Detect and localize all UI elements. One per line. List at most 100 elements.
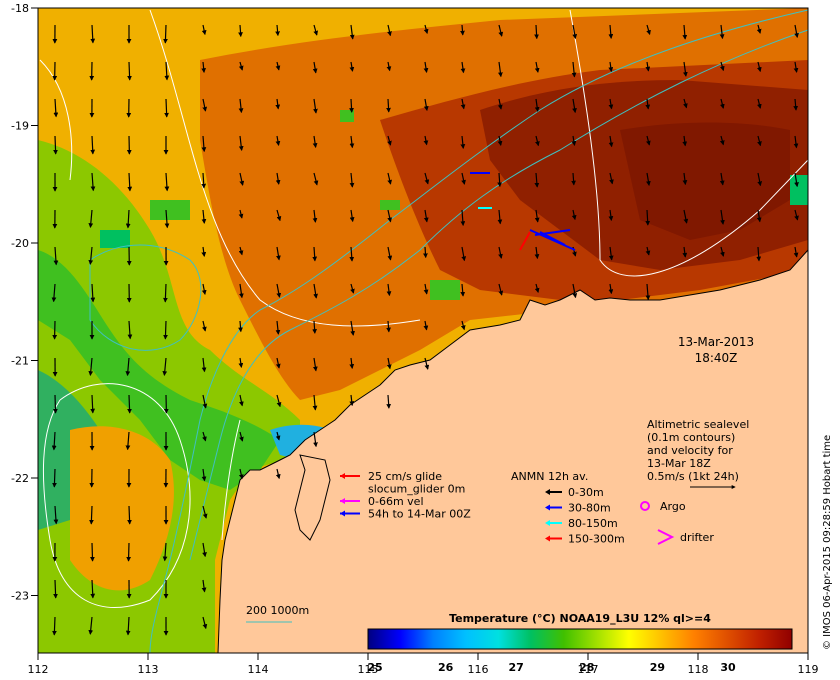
velocity-arrow xyxy=(90,394,96,414)
velocity-arrow xyxy=(201,579,207,593)
colorbar-tick-label: 29 xyxy=(650,661,665,674)
velocity-arrow xyxy=(313,172,319,186)
x-tick-label: 116 xyxy=(468,663,489,676)
velocity-arrow xyxy=(608,283,614,295)
velocity-arrow xyxy=(238,61,244,71)
velocity-arrow xyxy=(534,172,540,188)
velocity-arrow xyxy=(645,61,651,72)
x-tick-label: 113 xyxy=(138,663,159,676)
velocity-arrow xyxy=(202,616,208,630)
velocity-arrow xyxy=(125,209,131,229)
velocity-arrow xyxy=(497,172,503,188)
velocity-arrow xyxy=(312,394,318,411)
velocity-arrow xyxy=(387,172,392,185)
velocity-arrow xyxy=(757,172,763,187)
velocity-arrow xyxy=(756,246,762,262)
velocity-arrow xyxy=(534,24,539,40)
velocity-arrow xyxy=(90,542,95,562)
x-tick-label: 118 xyxy=(688,663,709,676)
argo-label: Argo xyxy=(660,500,686,513)
x-tick-label: 119 xyxy=(798,663,819,676)
glider-legend-line: 54h to 14-Mar 00Z xyxy=(368,508,471,521)
velocity-arrow xyxy=(275,357,281,369)
velocity-arrow xyxy=(312,357,318,372)
altimetry-line-4: 13-Mar 18Z xyxy=(647,457,711,470)
velocity-arrows xyxy=(51,24,799,636)
velocity-arrow xyxy=(645,135,651,146)
velocity-arrow xyxy=(201,357,207,373)
velocity-arrow xyxy=(238,246,244,256)
velocity-arrow xyxy=(312,246,318,262)
velocity-arrow xyxy=(52,616,57,636)
velocity-arrow xyxy=(275,98,281,110)
velocity-arrow xyxy=(793,246,799,258)
velocity-arrow xyxy=(276,394,282,408)
velocity-arrow xyxy=(88,357,94,376)
velocity-arrow xyxy=(162,542,168,562)
colorbar-tick-label: 26 xyxy=(438,661,454,674)
velocity-arrow xyxy=(202,98,208,112)
map-frame xyxy=(37,7,809,654)
velocity-arrow xyxy=(720,246,725,257)
velocity-arrow xyxy=(571,135,577,146)
velocity-arrow xyxy=(498,283,504,296)
colorbar-ticks: 25 26 27 28 29 30 xyxy=(367,661,736,674)
anmn-legend-arrowhead xyxy=(545,535,550,542)
velocity-arrow xyxy=(53,98,59,118)
altimetry-legend: Altimetric sealevel (0.1m contours) and … xyxy=(647,418,749,489)
y-tick-label: -19 xyxy=(11,120,29,133)
velocity-arrow xyxy=(201,246,207,257)
velocity-arrow xyxy=(386,98,391,113)
velocity-arrow xyxy=(275,320,281,335)
velocity-arrow xyxy=(275,172,281,185)
velocity-arrow xyxy=(646,24,651,36)
velocity-arrow xyxy=(313,283,318,299)
velocity-arrow xyxy=(424,172,430,185)
velocity-arrow xyxy=(313,98,318,114)
velocity-arrow xyxy=(202,505,208,519)
contour-legend-label: 200 1000m xyxy=(246,604,309,617)
velocity-arrow xyxy=(276,209,282,222)
velocity-arrow xyxy=(239,283,244,299)
velocity-arrow xyxy=(239,394,244,407)
anmn-legend: ANMN 12h av. 0-30m 30-80m 80-150m 150-300m xyxy=(511,470,625,546)
velocity-arrow xyxy=(571,172,576,186)
velocity-arrow xyxy=(793,135,799,149)
velocity-arrow xyxy=(202,320,207,332)
velocity-arrow xyxy=(53,579,58,599)
velocity-arrow xyxy=(276,283,282,298)
velocity-arrow xyxy=(682,135,688,147)
argo-marker-icon xyxy=(640,501,650,511)
velocity-arrow xyxy=(313,24,319,36)
velocity-arrow xyxy=(52,468,57,488)
velocity-arrow xyxy=(349,172,355,188)
velocity-arrow xyxy=(423,24,429,35)
colorbar: Temperature (°C) NOAA19_L3U 12% ql>=4 25… xyxy=(367,612,793,674)
velocity-arrow xyxy=(312,61,318,74)
velocity-arrow xyxy=(90,283,96,303)
velocity-arrow xyxy=(423,61,429,73)
velocity-arrow xyxy=(350,283,355,294)
velocity-arrow xyxy=(312,209,318,223)
altimetry-line-1: Altimetric sealevel xyxy=(647,418,749,431)
velocity-arrow xyxy=(423,209,429,223)
velocity-arrow xyxy=(460,24,465,36)
velocity-arrow xyxy=(127,320,133,340)
anmn-legend-label: 30-80m xyxy=(568,502,611,515)
velocity-arrow xyxy=(202,431,207,442)
velocity-arrow xyxy=(608,24,614,39)
anmn-title: ANMN 12h av. xyxy=(511,470,588,483)
credit-text: © IMOS 06-Apr-2015 09:28:59 Hobart time xyxy=(822,435,833,650)
velocity-arrow xyxy=(645,209,651,226)
velocity-arrow xyxy=(498,61,503,78)
velocity-arrow xyxy=(497,135,503,146)
velocity-arrow xyxy=(757,135,762,147)
anmn-legend-label: 0-30m xyxy=(568,486,604,499)
velocity-arrow xyxy=(201,172,207,189)
anmn-legend-arrowhead xyxy=(545,504,550,511)
velocity-arrow xyxy=(645,246,651,256)
colorbar-title: Temperature (°C) NOAA19_L3U 12% ql>=4 xyxy=(449,612,711,625)
y-tick-label: -22 xyxy=(11,472,29,485)
velocity-arrow xyxy=(238,320,243,333)
